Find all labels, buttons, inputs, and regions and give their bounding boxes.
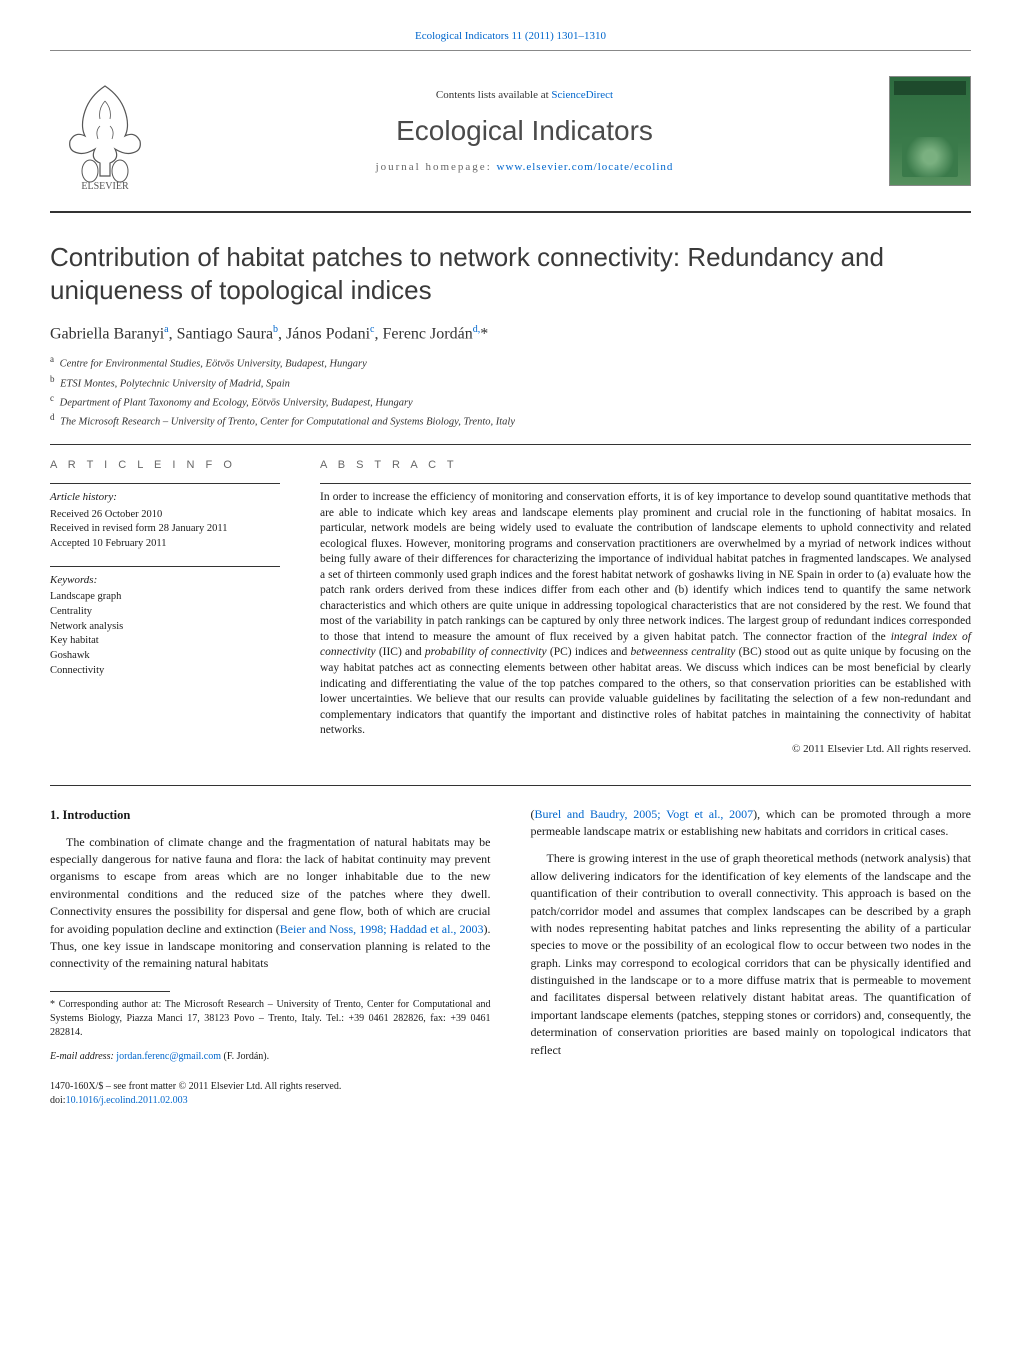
affiliations-list: a Centre for Environmental Studies, Eötv…	[50, 353, 971, 430]
authors-list: Gabriella Baranyia, Santiago Saurab, Ján…	[50, 324, 971, 343]
sciencedirect-link[interactable]: ScienceDirect	[551, 89, 613, 101]
email-suffix: (F. Jordán).	[221, 1051, 269, 1062]
history-label: Article history:	[50, 490, 280, 505]
right-column: (Burel and Baudry, 2005; Vogt et al., 20…	[531, 806, 972, 1108]
keyword-item: Key habitat	[50, 634, 280, 649]
journal-cover-thumbnail	[889, 76, 971, 186]
elsevier-tree-icon: ELSEVIER	[50, 71, 160, 191]
citation-header: Ecological Indicators 11 (2011) 1301–131…	[50, 30, 971, 42]
abstract-text: In order to increase the efficiency of m…	[320, 490, 971, 738]
history-item: Received in revised form 28 January 2011	[50, 522, 280, 537]
doi-prefix: doi:	[50, 1095, 66, 1106]
keyword-item: Connectivity	[50, 664, 280, 679]
homepage-line: journal homepage: www.elsevier.com/locat…	[180, 161, 869, 173]
affiliation-item: c Department of Plant Taxonomy and Ecolo…	[50, 392, 971, 411]
abstract-rule	[320, 483, 971, 484]
journal-name: Ecological Indicators	[180, 115, 869, 147]
article-history-block: Article history: Received 26 October 201…	[50, 490, 280, 551]
intro-heading: 1. Introduction	[50, 806, 491, 824]
doi-link[interactable]: 10.1016/j.ecolind.2011.02.003	[66, 1095, 188, 1106]
homepage-prefix: journal homepage:	[376, 161, 497, 173]
info-abstract-row: a r t i c l e i n f o Article history: R…	[50, 459, 971, 754]
email-label: E-mail address:	[50, 1051, 116, 1062]
rule-above-abstract	[50, 444, 971, 445]
svg-text:ELSEVIER: ELSEVIER	[81, 181, 129, 191]
email-footnote: E-mail address: jordan.ferenc@gmail.com …	[50, 1050, 491, 1064]
history-item: Accepted 10 February 2011	[50, 537, 280, 552]
body-columns: 1. Introduction The combination of clima…	[50, 806, 971, 1108]
footnote-rule	[50, 991, 170, 992]
intro-para-2: There is growing interest in the use of …	[531, 850, 972, 1059]
article-info-heading: a r t i c l e i n f o	[50, 459, 280, 471]
doi-line: doi:10.1016/j.ecolind.2011.02.003	[50, 1094, 491, 1108]
keyword-item: Centrality	[50, 605, 280, 620]
rule-below-abstract	[50, 785, 971, 786]
affiliation-item: d The Microsoft Research – University of…	[50, 411, 971, 430]
keywords-block: Keywords: Landscape graphCentralityNetwo…	[50, 573, 280, 679]
info-rule-1	[50, 483, 280, 484]
issn-line: 1470-160X/$ – see front matter © 2011 El…	[50, 1080, 491, 1094]
keyword-item: Goshawk	[50, 649, 280, 664]
intro-para-1-cont: (Burel and Baudry, 2005; Vogt et al., 20…	[531, 806, 972, 841]
keyword-item: Network analysis	[50, 620, 280, 635]
email-link[interactable]: jordan.ferenc@gmail.com	[116, 1051, 221, 1062]
contents-prefix: Contents lists available at	[436, 89, 551, 101]
elsevier-logo: ELSEVIER	[50, 71, 160, 191]
keywords-label: Keywords:	[50, 573, 280, 588]
corresponding-author-footnote: * Corresponding author at: The Microsoft…	[50, 998, 491, 1040]
reference-link[interactable]: Burel and Baudry, 2005; Vogt et al., 200…	[535, 807, 754, 821]
keyword-item: Landscape graph	[50, 590, 280, 605]
header-rule	[50, 211, 971, 213]
header-center: Contents lists available at ScienceDirec…	[180, 89, 869, 173]
abstract-column: a b s t r a c t In order to increase the…	[320, 459, 971, 754]
article-title: Contribution of habitat patches to netwo…	[50, 241, 971, 306]
reference-link[interactable]: Beier and Noss, 1998; Haddad et al., 200…	[280, 922, 484, 936]
contents-line: Contents lists available at ScienceDirec…	[180, 89, 869, 101]
article-info-column: a r t i c l e i n f o Article history: R…	[50, 459, 280, 754]
intro-para-1: The combination of climate change and th…	[50, 834, 491, 973]
abstract-copyright: © 2011 Elsevier Ltd. All rights reserved…	[320, 743, 971, 755]
affiliation-item: b ETSI Montes, Polytechnic University of…	[50, 373, 971, 392]
affiliation-item: a Centre for Environmental Studies, Eötv…	[50, 353, 971, 372]
history-item: Received 26 October 2010	[50, 508, 280, 523]
homepage-link[interactable]: www.elsevier.com/locate/ecolind	[497, 161, 674, 173]
top-rule	[50, 50, 971, 51]
abstract-heading: a b s t r a c t	[320, 459, 971, 471]
info-rule-2	[50, 566, 280, 567]
bottom-meta: 1470-160X/$ – see front matter © 2011 El…	[50, 1080, 491, 1108]
left-column: 1. Introduction The combination of clima…	[50, 806, 491, 1108]
journal-header: ELSEVIER Contents lists available at Sci…	[50, 63, 971, 207]
